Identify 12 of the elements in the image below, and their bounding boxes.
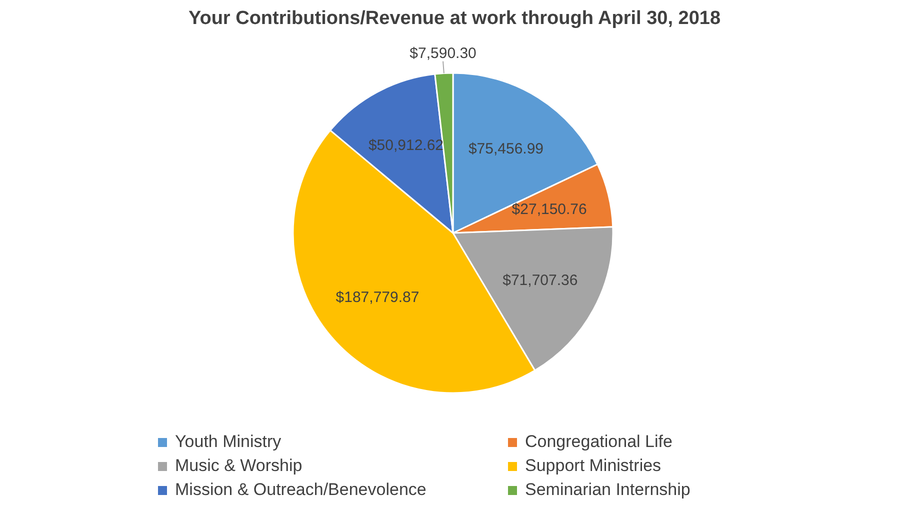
chart-title: Your Contributions/Revenue at work through April 30, 2018 xyxy=(187,8,722,30)
data-label: $75,456.99 xyxy=(468,140,544,158)
legend-label: Congregational Life xyxy=(525,432,672,452)
legend-label: Mission & Outreach/Benevolence xyxy=(175,480,426,500)
data-label: $27,150.76 xyxy=(512,200,587,218)
data-label: $7,590.30 xyxy=(410,44,476,62)
legend-label: Support Ministries xyxy=(525,456,662,476)
legend-label: Youth Ministry xyxy=(175,432,282,452)
data-label: $187,779.87 xyxy=(336,288,420,306)
legend-label: Seminarian Internship xyxy=(525,480,690,500)
legend-label: Music & Worship xyxy=(175,456,302,476)
data-label: $71,707.36 xyxy=(502,272,578,289)
